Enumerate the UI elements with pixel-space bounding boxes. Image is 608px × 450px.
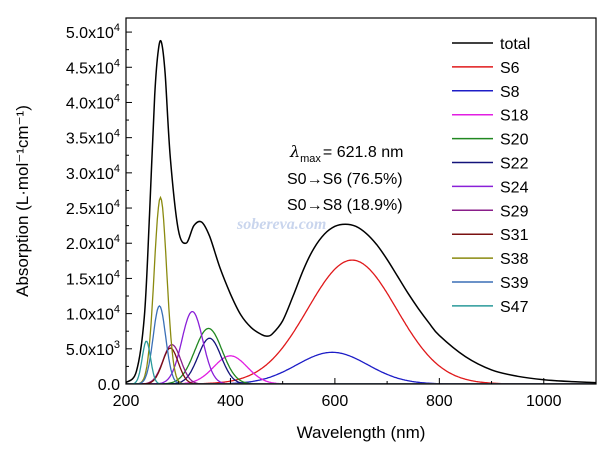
lambda-max-annotation: λmax = 621.8 nm S0→S6 (76.5%) S0→S8 (18.9… xyxy=(287,142,403,214)
curve-s31 xyxy=(126,347,596,384)
legend-label-total: total xyxy=(500,36,530,53)
curve-s8 xyxy=(126,351,596,384)
y-tick-label: 3.0x104 xyxy=(66,163,120,183)
y-tick-label: 4.0x104 xyxy=(66,92,120,112)
curve-s22 xyxy=(126,337,596,384)
legend-label-s24: S24 xyxy=(500,179,529,196)
transition-s8-label: S0→S8 (18.9%) xyxy=(287,197,403,214)
legend-label-s8: S8 xyxy=(500,84,520,101)
y-tick-label: 4.5x104 xyxy=(66,57,120,77)
curve-s18 xyxy=(126,355,596,384)
legend-label-s47: S47 xyxy=(500,299,529,316)
legend-label-s22: S22 xyxy=(500,156,529,173)
x-tick-label: 1000 xyxy=(526,393,562,410)
x-axis-title: Wavelength (nm) xyxy=(297,423,426,442)
legend-label-s18: S18 xyxy=(500,108,529,125)
legend-label-s39: S39 xyxy=(500,275,529,292)
y-tick-label: 1.0x104 xyxy=(66,304,120,324)
y-tick-label: 2.0x104 xyxy=(66,233,120,253)
transition-s6-label: S0→S6 (76.5%) xyxy=(287,171,403,188)
y-axis-title: Absorption (L·mol⁻¹cm⁻¹) xyxy=(13,105,32,297)
x-tick-label: 200 xyxy=(113,393,140,410)
x-tick-label: 800 xyxy=(426,393,453,410)
curve-s24 xyxy=(126,310,596,384)
y-tick-label: 2.5x104 xyxy=(66,198,120,218)
legend-label-s38: S38 xyxy=(500,251,529,268)
curve-s20 xyxy=(126,327,596,384)
plot-frame xyxy=(125,17,597,385)
curve-total xyxy=(126,39,596,384)
y-tick-label: 0.0 xyxy=(98,377,120,394)
y-tick-label: 3.5x104 xyxy=(66,128,120,148)
lambda-max-label: λmax = 621.8 nm xyxy=(289,142,403,165)
legend-label-s29: S29 xyxy=(500,203,529,220)
y-tick-label: 5.0x104 xyxy=(66,22,120,42)
y-tick-label: 5.0x103 xyxy=(66,339,120,359)
x-axis-ticks: 200 400 600 800 1000 xyxy=(113,378,562,410)
y-axis-ticks: 0.0 5.0x103 1.0x104 1.5x104 2.0x104 2.5x104 3.… xyxy=(66,22,132,394)
legend: total S6 S8 S18 S20 S22 S24 S29 S31 S38 S39 S47 xyxy=(452,36,530,316)
legend-label-s31: S31 xyxy=(500,227,529,244)
legend-label-s6: S6 xyxy=(500,60,520,77)
y-tick-label: 1.5x104 xyxy=(66,268,120,288)
lambda-max-value: = 621.8 nm xyxy=(323,144,404,161)
x-tick-label: 400 xyxy=(217,393,244,410)
lambda-symbol: λ xyxy=(289,142,300,161)
legend-label-s20: S20 xyxy=(500,132,529,149)
watermark: sobereva.com xyxy=(236,216,326,233)
x-tick-label: 600 xyxy=(322,393,349,410)
lambda-subscript: max xyxy=(300,153,321,165)
